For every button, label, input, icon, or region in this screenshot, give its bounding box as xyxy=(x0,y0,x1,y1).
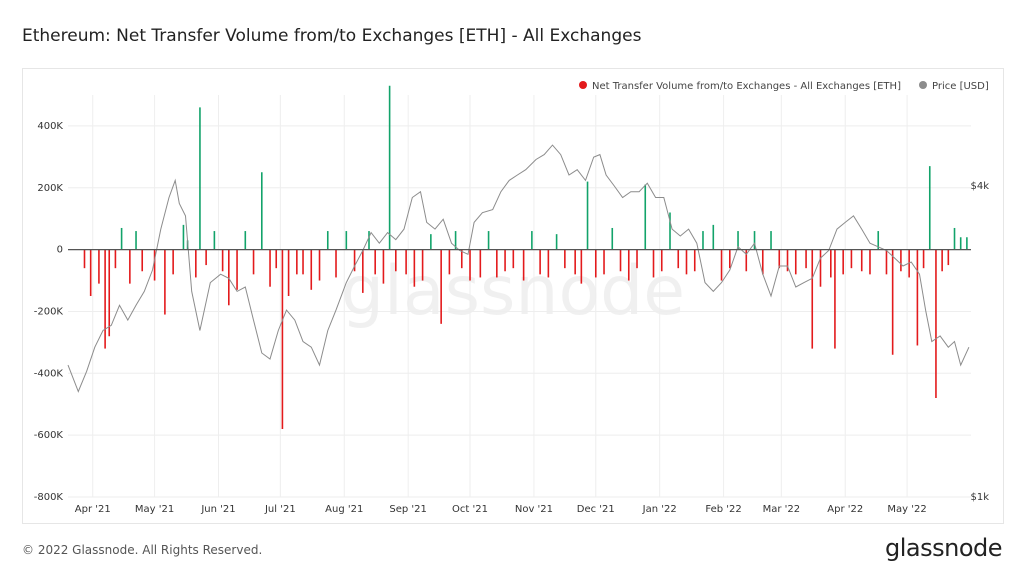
x-tick-label: Mar '22 xyxy=(763,504,801,515)
chart-svg: glassnode 400K200K0-200K-400K-600K-800K … xyxy=(34,81,989,515)
x-axis-ticks: Apr '21 May '21 Jun '21 Jul '21 Aug '21 Sep '… xyxy=(75,504,927,515)
x-tick-label: Jun '21 xyxy=(200,504,235,515)
price-line xyxy=(67,144,970,393)
right-axis-ticks: $4k $1k xyxy=(970,181,989,503)
left-tick-label: 200K xyxy=(37,183,63,194)
x-tick-label: Sep '21 xyxy=(389,504,427,515)
brand-logo-text: glassnode xyxy=(884,534,1003,562)
left-tick-label: 400K xyxy=(37,121,63,132)
x-tick-label: Jan '22 xyxy=(642,504,677,515)
page-title: Ethereum: Net Transfer Volume from/to Ex… xyxy=(22,26,642,46)
left-tick-label: -400K xyxy=(34,368,64,379)
right-tick-label: $1k xyxy=(970,492,989,503)
price-line-group xyxy=(67,144,970,393)
x-tick-label: Oct '21 xyxy=(452,504,488,515)
left-tick-label: -800K xyxy=(34,492,64,503)
x-tick-label: May '21 xyxy=(135,504,174,515)
left-tick-label: -600K xyxy=(34,430,64,441)
copyright-text: © 2022 Glassnode. All Rights Reserved. xyxy=(22,543,263,557)
x-tick-label: May '22 xyxy=(887,504,926,515)
legend-label-net-transfer[interactable]: Net Transfer Volume from/to Exchanges - … xyxy=(592,81,901,92)
left-axis-ticks: 400K 200K 0 -200K -400K -600K -800K xyxy=(34,121,64,503)
legend-swatch-net-transfer xyxy=(579,81,587,89)
right-tick-label: $4k xyxy=(970,181,989,192)
x-tick-label: Feb '22 xyxy=(705,504,741,515)
x-tick-label: Apr '21 xyxy=(75,504,111,515)
x-tick-label: Apr '22 xyxy=(827,504,863,515)
x-tick-label: Aug '21 xyxy=(325,504,363,515)
left-tick-label: -200K xyxy=(34,306,64,317)
net-transfer-bars xyxy=(83,85,968,429)
left-tick-label: 0 xyxy=(57,245,63,256)
x-tick-label: Nov '21 xyxy=(515,504,553,515)
x-tick-label: Dec '21 xyxy=(577,504,615,515)
legend-swatch-price xyxy=(919,81,927,89)
chart-panel: glassnode 400K 200K 0 -200K -400K -600K -800K … xyxy=(22,68,1004,524)
legend[interactable]: Net Transfer Volume from/to Exchanges - … xyxy=(579,81,989,92)
x-tick-label: Jul '21 xyxy=(264,504,296,515)
legend-label-price[interactable]: Price [USD] xyxy=(932,81,989,92)
